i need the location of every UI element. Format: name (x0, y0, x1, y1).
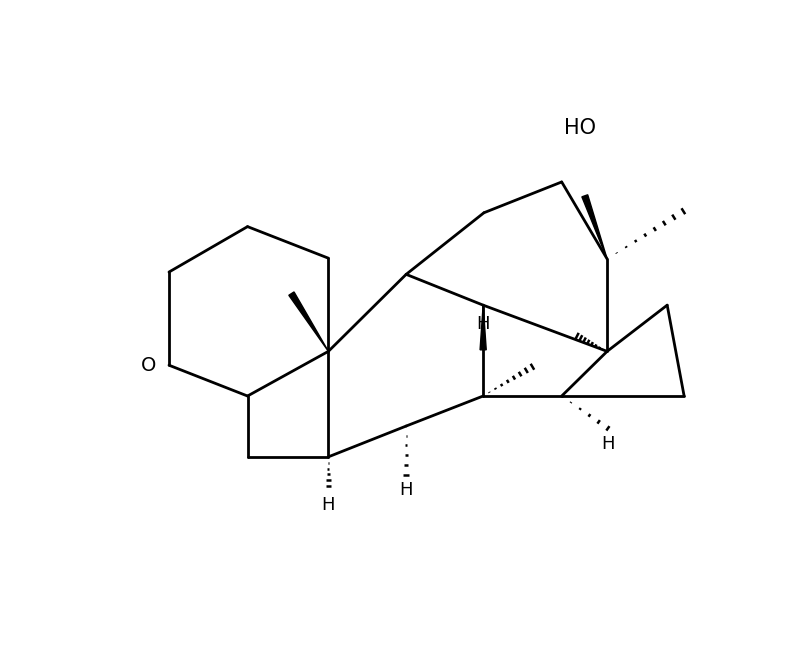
Text: H: H (601, 435, 615, 453)
Text: HO: HO (565, 118, 596, 138)
Polygon shape (289, 292, 329, 352)
Polygon shape (480, 305, 486, 350)
Text: O: O (141, 356, 156, 374)
Text: H: H (476, 315, 490, 333)
Text: H: H (399, 481, 413, 499)
Polygon shape (582, 195, 607, 259)
Text: H: H (322, 497, 335, 514)
